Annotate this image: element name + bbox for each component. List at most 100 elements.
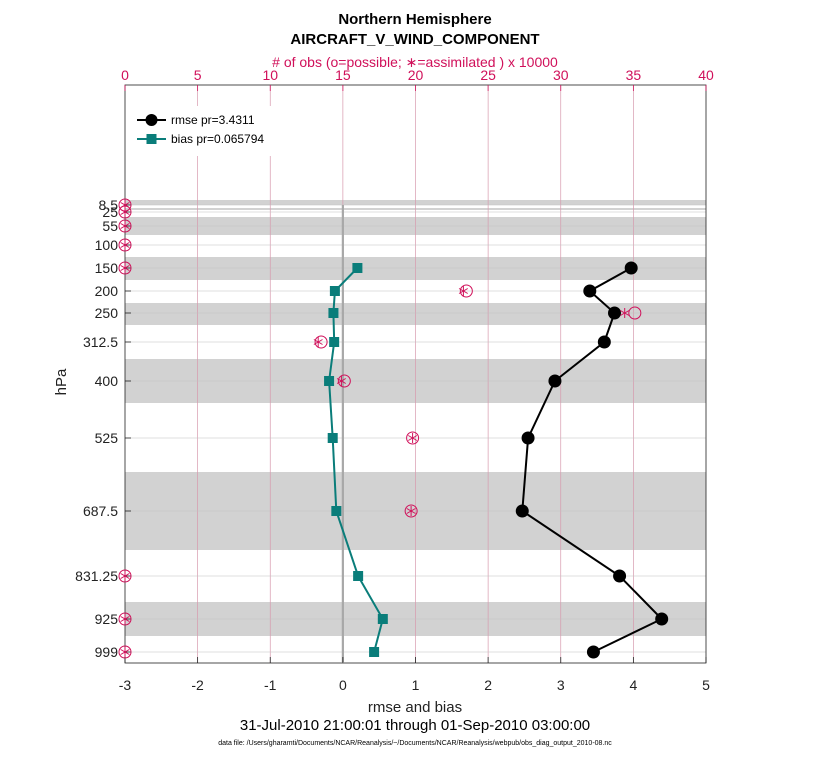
obs-assimilated-312.5 [313,337,323,347]
obs-possible-55 [118,219,132,233]
series-layer [324,261,669,659]
bias-point-687.5 [331,506,342,516]
legend-marker-rmse [145,114,158,126]
obs-possible-200 [459,284,473,298]
obs-assimilated-525 [408,433,418,443]
bias-point-312.5 [329,337,340,347]
y-tick-label: 525 [95,430,119,446]
y-tick-label: 831.25 [75,568,118,584]
rmse-point-525 [521,431,535,445]
y-tick-label: 687.5 [83,503,118,519]
obs-assimilated-400 [336,376,346,386]
x-tick-label: 1 [412,677,420,693]
obs-assimilated-25 [120,207,130,217]
top-tick-label: 0 [121,67,129,83]
y-tick-label: 999 [95,644,119,660]
rmse-point-312.5 [597,335,611,349]
top-tick-label: 15 [335,67,351,83]
y-tick-label: 400 [95,373,119,389]
series-line-rmse [521,267,664,653]
asterisk-stroke [120,242,130,248]
series-line-bias [328,267,384,653]
bias-point-925 [377,614,388,624]
x-axis-label: rmse and bias [368,699,462,716]
x-tick-label: 0 [339,677,347,693]
legend-label-rmse: rmse pr=3.4311 [171,113,255,127]
legend-label-bias: bias pr=0.065794 [171,132,264,146]
obs-possible-999 [118,645,132,659]
obs-possible-250 [628,306,642,320]
obs-assimilated-200 [458,286,468,296]
y-tick-label: 200 [95,283,119,299]
y-tick-label: 55 [102,218,118,234]
rmse-point-925 [655,612,669,626]
obs-possible-525 [406,431,420,445]
y-tick-label: 312.5 [83,334,118,350]
bias-point-400 [324,376,335,386]
x-tick-label: 3 [557,677,565,693]
obs-assimilated-831.25 [120,571,130,581]
obs-assimilated-999 [120,647,130,657]
rmse-point-150 [624,261,638,275]
top-tick-label: 40 [698,67,714,83]
asterisk-stroke [120,265,130,271]
bias-point-150 [352,263,363,273]
y-tick-label: 8.5 [99,197,119,213]
data-file-note: data file: /Users/gharamti/Documents/NCA… [218,740,612,747]
obs-markers [118,198,642,659]
y-tick-label: 925 [95,611,119,627]
asterisk-stroke [406,508,416,514]
obs-possible-100 [118,238,132,252]
bias-point-999 [369,647,380,657]
chart-subtitle: AIRCRAFT_V_WIND_COMPONENT [290,31,539,48]
obs-assimilated-55 [120,221,130,231]
y-tick-label: 150 [95,260,119,276]
date-range: 31-Jul-2010 21:00:01 through 01-Sep-2010… [240,717,590,734]
y-axis-label: hPa [53,368,70,395]
obs-possible-831.25 [118,569,132,583]
obs-possible-687.5 [404,504,418,518]
x-tick-label: 4 [629,677,637,693]
top-tick-label: 20 [408,67,424,83]
top-tick-label: 30 [553,67,569,83]
asterisk-stroke [458,288,468,294]
obs-assimilated-687.5 [406,506,416,516]
obs-possible-25 [118,205,132,219]
rmse-point-999 [586,645,600,659]
legend-box [130,106,296,156]
asterisk-stroke [120,573,130,579]
rmse-point-687.5 [515,504,529,518]
rmse-point-250 [607,306,621,320]
asterisk-stroke [120,223,130,229]
bias-point-831.25 [353,571,364,581]
x-tick-label: 5 [702,677,710,693]
asterisk-stroke [336,378,346,384]
obs-possible-150 [118,261,132,275]
legend: rmse pr=3.4311 bias pr=0.065794 [130,106,296,156]
asterisk-stroke [313,339,323,345]
top-axis-label: # of obs (o=possible; ∗=assimilated ) x … [272,54,558,70]
top-tick-label: 25 [480,67,496,83]
obs-assimilated-250 [620,308,630,318]
x-tick-label: -1 [264,677,277,693]
bias-point-250 [328,308,339,318]
x-tick-label: 2 [484,677,492,693]
legend-marker-bias [146,134,157,144]
asterisk-stroke [120,616,130,622]
bias-point-525 [327,433,338,443]
asterisk-stroke [120,649,130,655]
rmse-point-400 [548,374,562,388]
asterisk-stroke [408,435,418,441]
y-tick-label: 100 [95,237,119,253]
obs-assimilated-925 [120,614,130,624]
axis-ticks: -3 -2 -1 0 1 2 3 4 50 5 10 15 20 25 30 35 408.5255510015… [75,67,714,693]
rmse-point-200 [583,284,597,298]
y-tick-label: 250 [95,305,119,321]
bias-point-200 [329,286,340,296]
top-tick-label: 35 [626,67,642,83]
obs-possible-312.5 [314,335,328,349]
asterisk-stroke [620,310,630,316]
chart-title: Northern Hemisphere [338,11,491,28]
x-tick-label: -3 [119,677,132,693]
